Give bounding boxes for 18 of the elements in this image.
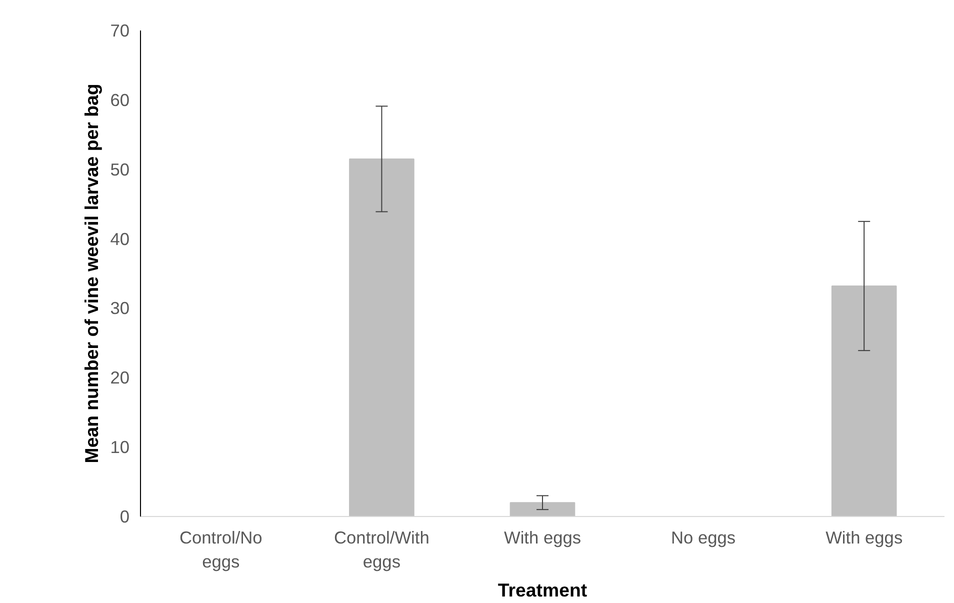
x-tick-label: With eggs — [504, 528, 582, 548]
x-tick-label: No eggs — [671, 528, 736, 548]
y-tick-label: 40 — [110, 228, 130, 249]
x-tick-label: Control/No eggs — [179, 528, 262, 572]
y-tick-label: 70 — [110, 20, 130, 40]
bar — [831, 285, 897, 516]
x-axis-title: Treatment — [498, 580, 588, 600]
y-tick-label: 60 — [110, 90, 130, 110]
x-tick-label: Control/With eggs — [334, 528, 430, 572]
y-axis-title: Mean number of vine weevil larvae per bag — [81, 84, 102, 464]
y-tick-label: 10 — [110, 437, 130, 458]
y-tick-label: 0 — [120, 506, 130, 526]
bar — [349, 158, 414, 516]
y-tick-label: 20 — [110, 368, 130, 388]
x-tick-label: With eggs — [826, 528, 903, 548]
y-tick-label: 50 — [110, 159, 130, 180]
y-tick-label: 30 — [110, 298, 130, 318]
bar — [510, 502, 576, 516]
